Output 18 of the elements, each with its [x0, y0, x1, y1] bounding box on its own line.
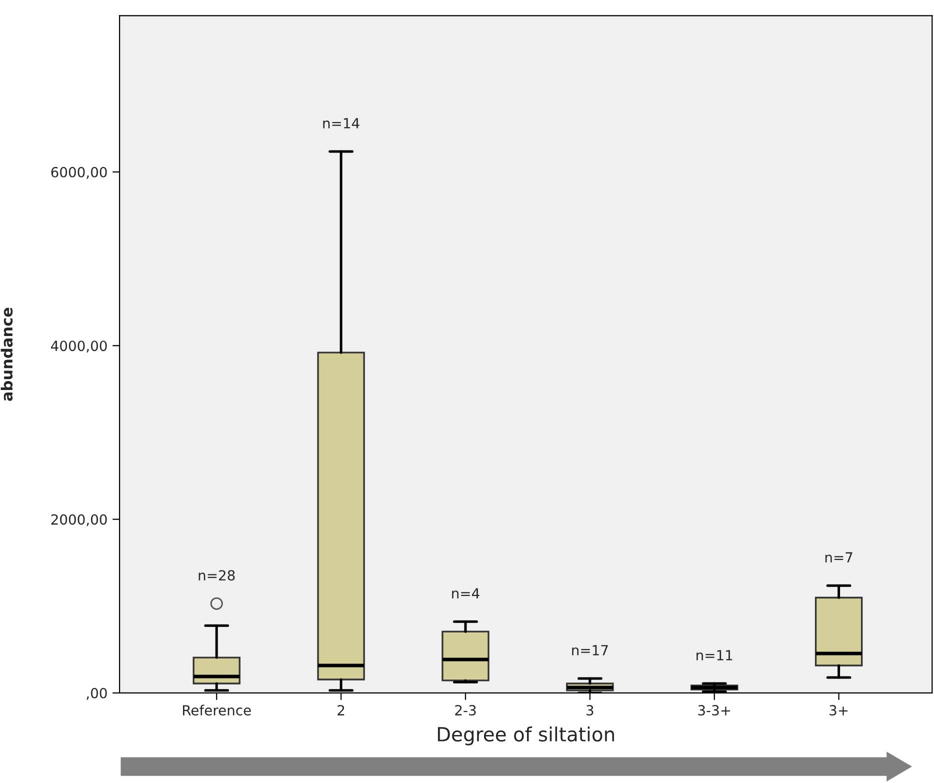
- x-tick-label: 3: [586, 705, 594, 716]
- x-tick-label: 3+: [830, 705, 848, 716]
- x-tick-label: 2: [338, 705, 344, 716]
- annotation: n=28: [198, 570, 235, 581]
- y-axis-title: abundance: [0, 308, 13, 401]
- y-tick-label: 6000,00: [51, 166, 107, 179]
- annotation: n=11: [696, 650, 732, 660]
- annotation: n=17: [572, 645, 608, 656]
- y-tick-label: 2000,00: [51, 514, 107, 526]
- x-tick-label: 2-3: [455, 705, 476, 716]
- x-axis-title: Degree of siltation: [438, 726, 614, 746]
- annotation: n=7: [825, 552, 852, 562]
- annotation: n=4: [452, 588, 480, 598]
- x-tick-label: 3-3+: [698, 705, 730, 716]
- x-tick-label: Reference: [183, 704, 251, 716]
- y-tick-label: 4000,00: [50, 340, 107, 353]
- annotation: n=14: [323, 118, 360, 128]
- y-tick-label: ,00: [86, 688, 107, 700]
